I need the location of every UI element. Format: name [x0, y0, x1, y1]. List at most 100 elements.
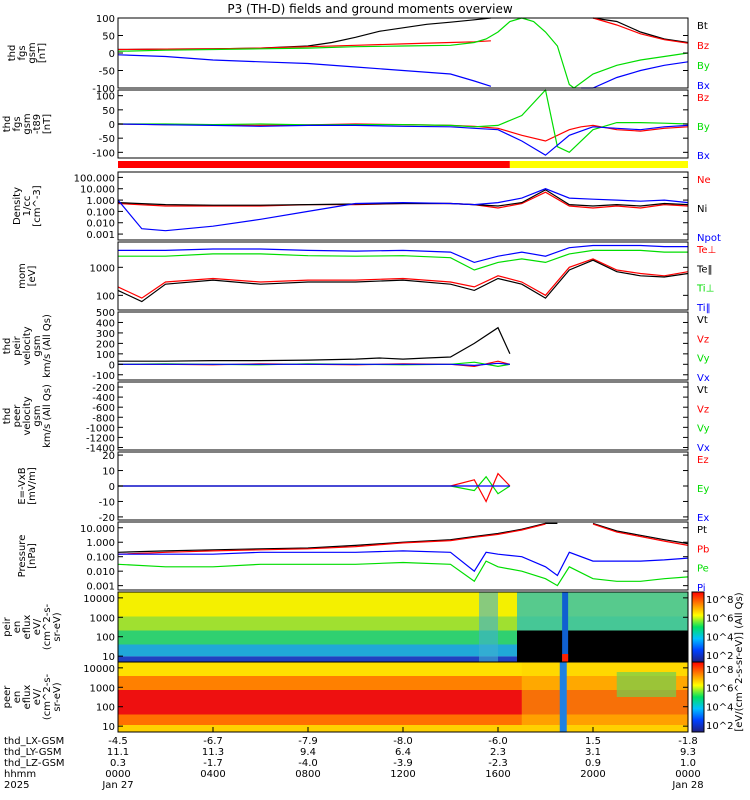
y-axis-title-line: thd	[0, 689, 3, 706]
y-tick-label: 0.010	[86, 219, 115, 230]
mode-bar-yellow	[509, 161, 688, 168]
y-axis-title: Density1/cc[cm^-3]	[12, 185, 43, 226]
y-tick-label: -100	[92, 148, 115, 159]
panel-frame	[117, 521, 689, 591]
series-Bz	[117, 17, 689, 51]
colorbar-upper	[691, 591, 705, 663]
y-tick-label: 0	[109, 120, 115, 131]
x-row-value: 6.4	[395, 747, 411, 758]
y-tick-label: 100	[96, 703, 115, 714]
x-row-value: -1.8	[678, 736, 698, 747]
series-Ey	[118, 475, 511, 495]
spectrogram-cyan-strip	[479, 592, 498, 662]
y-axis-title: E=-VxB[mV/m]	[17, 467, 38, 505]
y-tick-label: -50	[99, 134, 115, 145]
x-row-value: Jan 27	[101, 780, 133, 791]
series-Ti⊥	[118, 249, 688, 271]
legend-Te⊥: Te⊥	[696, 245, 716, 256]
x-row-value: -7.9	[298, 736, 318, 747]
legend-Vy: Vy	[697, 354, 710, 365]
panel-2: 100 50 0 -50 -100 thdfgsgsm-t89[nT] Bz By Bx	[2, 88, 710, 162]
legend-Bz: Bz	[697, 41, 709, 52]
y-axis-title-line: gsm	[32, 335, 43, 356]
spectrogram-band	[118, 644, 688, 657]
y-tick-label: 1000	[90, 683, 115, 694]
y-tick-label: -20	[99, 513, 115, 524]
legend-Vt: Vt	[697, 385, 708, 396]
x-row-value: -4.5	[108, 736, 128, 747]
x-row-value: 2000	[580, 769, 605, 780]
legend-Pb: Pb	[697, 544, 709, 555]
y-tick-label: 1000	[90, 263, 115, 274]
y-axis-title-line: fgs	[17, 45, 28, 60]
y-tick-label: 0	[109, 360, 115, 371]
series-Te‖	[117, 259, 689, 303]
y-tick-label: 400	[96, 318, 115, 329]
y-axis-title-line: peir	[12, 335, 23, 355]
y-tick-label: -50	[99, 67, 115, 78]
y-axis-title: thdfgsgsm[nT]	[7, 42, 48, 63]
colorbar-lower	[691, 661, 705, 733]
x-row-value: 11.3	[202, 747, 224, 758]
y-axis-title-line: en	[12, 691, 23, 704]
legend-Ni: Ni	[697, 204, 707, 215]
y-axis-title-line: mom	[17, 263, 28, 289]
y-tick-label: 100	[96, 291, 115, 302]
y-axis-title: thdpeirenefluxeV/(cm^2-s-sr-eV)	[0, 603, 63, 650]
y-axis-title-line: thd	[0, 619, 3, 636]
y-tick-label: 100	[96, 633, 115, 644]
colorbar-tick: 10^4	[706, 632, 733, 643]
series-Pe	[117, 560, 689, 587]
x-row-label: thd_LX-GSM	[4, 736, 64, 747]
y-axis-title-line: km/s (All Qs)	[42, 314, 53, 378]
series-Npot	[117, 188, 689, 232]
series-Bt	[117, 17, 689, 51]
panel-frame	[117, 241, 689, 311]
y-tick-label: 0.010	[86, 567, 115, 578]
spectrogram-band	[118, 656, 688, 662]
x-row-value: 11.1	[107, 747, 129, 758]
y-tick-label: 0	[109, 482, 115, 493]
legend-Te‖: Te‖	[696, 264, 713, 275]
colorbar-tick: 10^8	[706, 595, 733, 606]
x-row-value: 0000	[105, 769, 130, 780]
x-row-value: 1200	[390, 769, 415, 780]
legend-Npot: Npot	[697, 233, 721, 244]
legend-Bx: Bx	[697, 151, 710, 162]
y-axis-title-line: peer	[2, 685, 13, 709]
y-axis-title-line: (cm^2-s-	[42, 603, 53, 650]
legend-Pi: Pi	[697, 583, 706, 594]
y-axis-title: Pressure[nPa]	[17, 535, 38, 578]
y-axis-title-line: sr-eV)	[52, 612, 63, 641]
y-tick-label: -200	[92, 383, 115, 394]
y-tick-label: -100	[92, 371, 115, 382]
colorbar-tick: 10^6	[706, 684, 733, 695]
y-tick-label: -10	[99, 497, 115, 508]
y-tick-label: 100	[96, 14, 115, 25]
y-axis-title-line: velocity	[22, 396, 33, 435]
y-tick-label: 20	[102, 451, 115, 462]
y-tick-label: 50	[102, 106, 115, 117]
y-tick-label: 10	[102, 722, 115, 733]
y-axis-title-line: peer	[12, 404, 23, 428]
x-row-value: -1.7	[203, 758, 223, 769]
colorbar-tick: 10^8	[706, 665, 733, 676]
x-row-value: Jan 28	[671, 780, 703, 791]
y-axis-title-line: thd	[2, 408, 13, 425]
y-axis-title-line: [nT]	[37, 43, 48, 63]
y-axis-title-line: eV/	[32, 618, 43, 635]
y-axis-title-line: thd	[2, 116, 13, 133]
y-axis-title-line: [mV/m]	[27, 467, 38, 505]
y-axis-title-line: velocity	[22, 326, 33, 365]
spectrogram-red-spot	[562, 654, 569, 662]
legend-Ne: Ne	[697, 175, 711, 186]
series-Ti‖	[118, 244, 688, 264]
spectrogram-green-region	[616, 672, 677, 697]
y-axis-title-line: sr-eV)	[52, 682, 63, 711]
legend-Ti‖: Ti‖	[696, 303, 711, 314]
y-tick-label: 300	[96, 329, 115, 340]
series-By	[118, 88, 689, 154]
x-row-label: 2025	[4, 780, 29, 791]
